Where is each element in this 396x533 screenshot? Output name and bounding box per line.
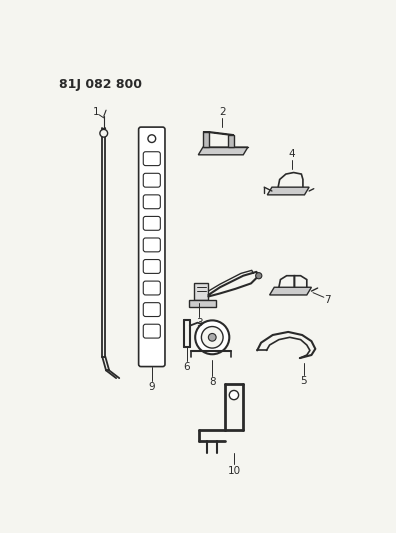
FancyBboxPatch shape (143, 281, 160, 295)
Circle shape (202, 327, 223, 348)
Text: 8: 8 (209, 377, 215, 387)
Text: 1: 1 (93, 108, 99, 117)
Text: 81J 082 800: 81J 082 800 (59, 78, 142, 91)
FancyBboxPatch shape (143, 238, 160, 252)
Text: 10: 10 (227, 465, 240, 475)
Text: 7: 7 (324, 295, 330, 305)
Circle shape (256, 273, 262, 279)
Circle shape (100, 130, 108, 137)
FancyBboxPatch shape (143, 195, 160, 209)
Text: 4: 4 (289, 149, 295, 159)
Bar (194, 284, 208, 301)
FancyBboxPatch shape (139, 127, 165, 367)
Polygon shape (203, 132, 234, 135)
FancyBboxPatch shape (143, 303, 160, 317)
Text: 5: 5 (301, 376, 307, 386)
FancyBboxPatch shape (143, 152, 160, 166)
FancyBboxPatch shape (143, 260, 160, 273)
Polygon shape (203, 132, 209, 147)
Circle shape (229, 391, 239, 400)
Polygon shape (270, 287, 311, 295)
Circle shape (195, 320, 229, 354)
FancyBboxPatch shape (143, 324, 160, 338)
Polygon shape (228, 135, 234, 147)
FancyBboxPatch shape (143, 216, 160, 230)
Bar (189, 301, 216, 306)
Polygon shape (267, 187, 309, 195)
Text: 6: 6 (183, 362, 190, 373)
Circle shape (208, 334, 216, 341)
Text: 3: 3 (196, 318, 202, 328)
Circle shape (148, 135, 156, 142)
Polygon shape (198, 147, 248, 155)
Text: 9: 9 (148, 382, 155, 392)
Text: 2: 2 (219, 107, 226, 117)
FancyBboxPatch shape (143, 173, 160, 187)
